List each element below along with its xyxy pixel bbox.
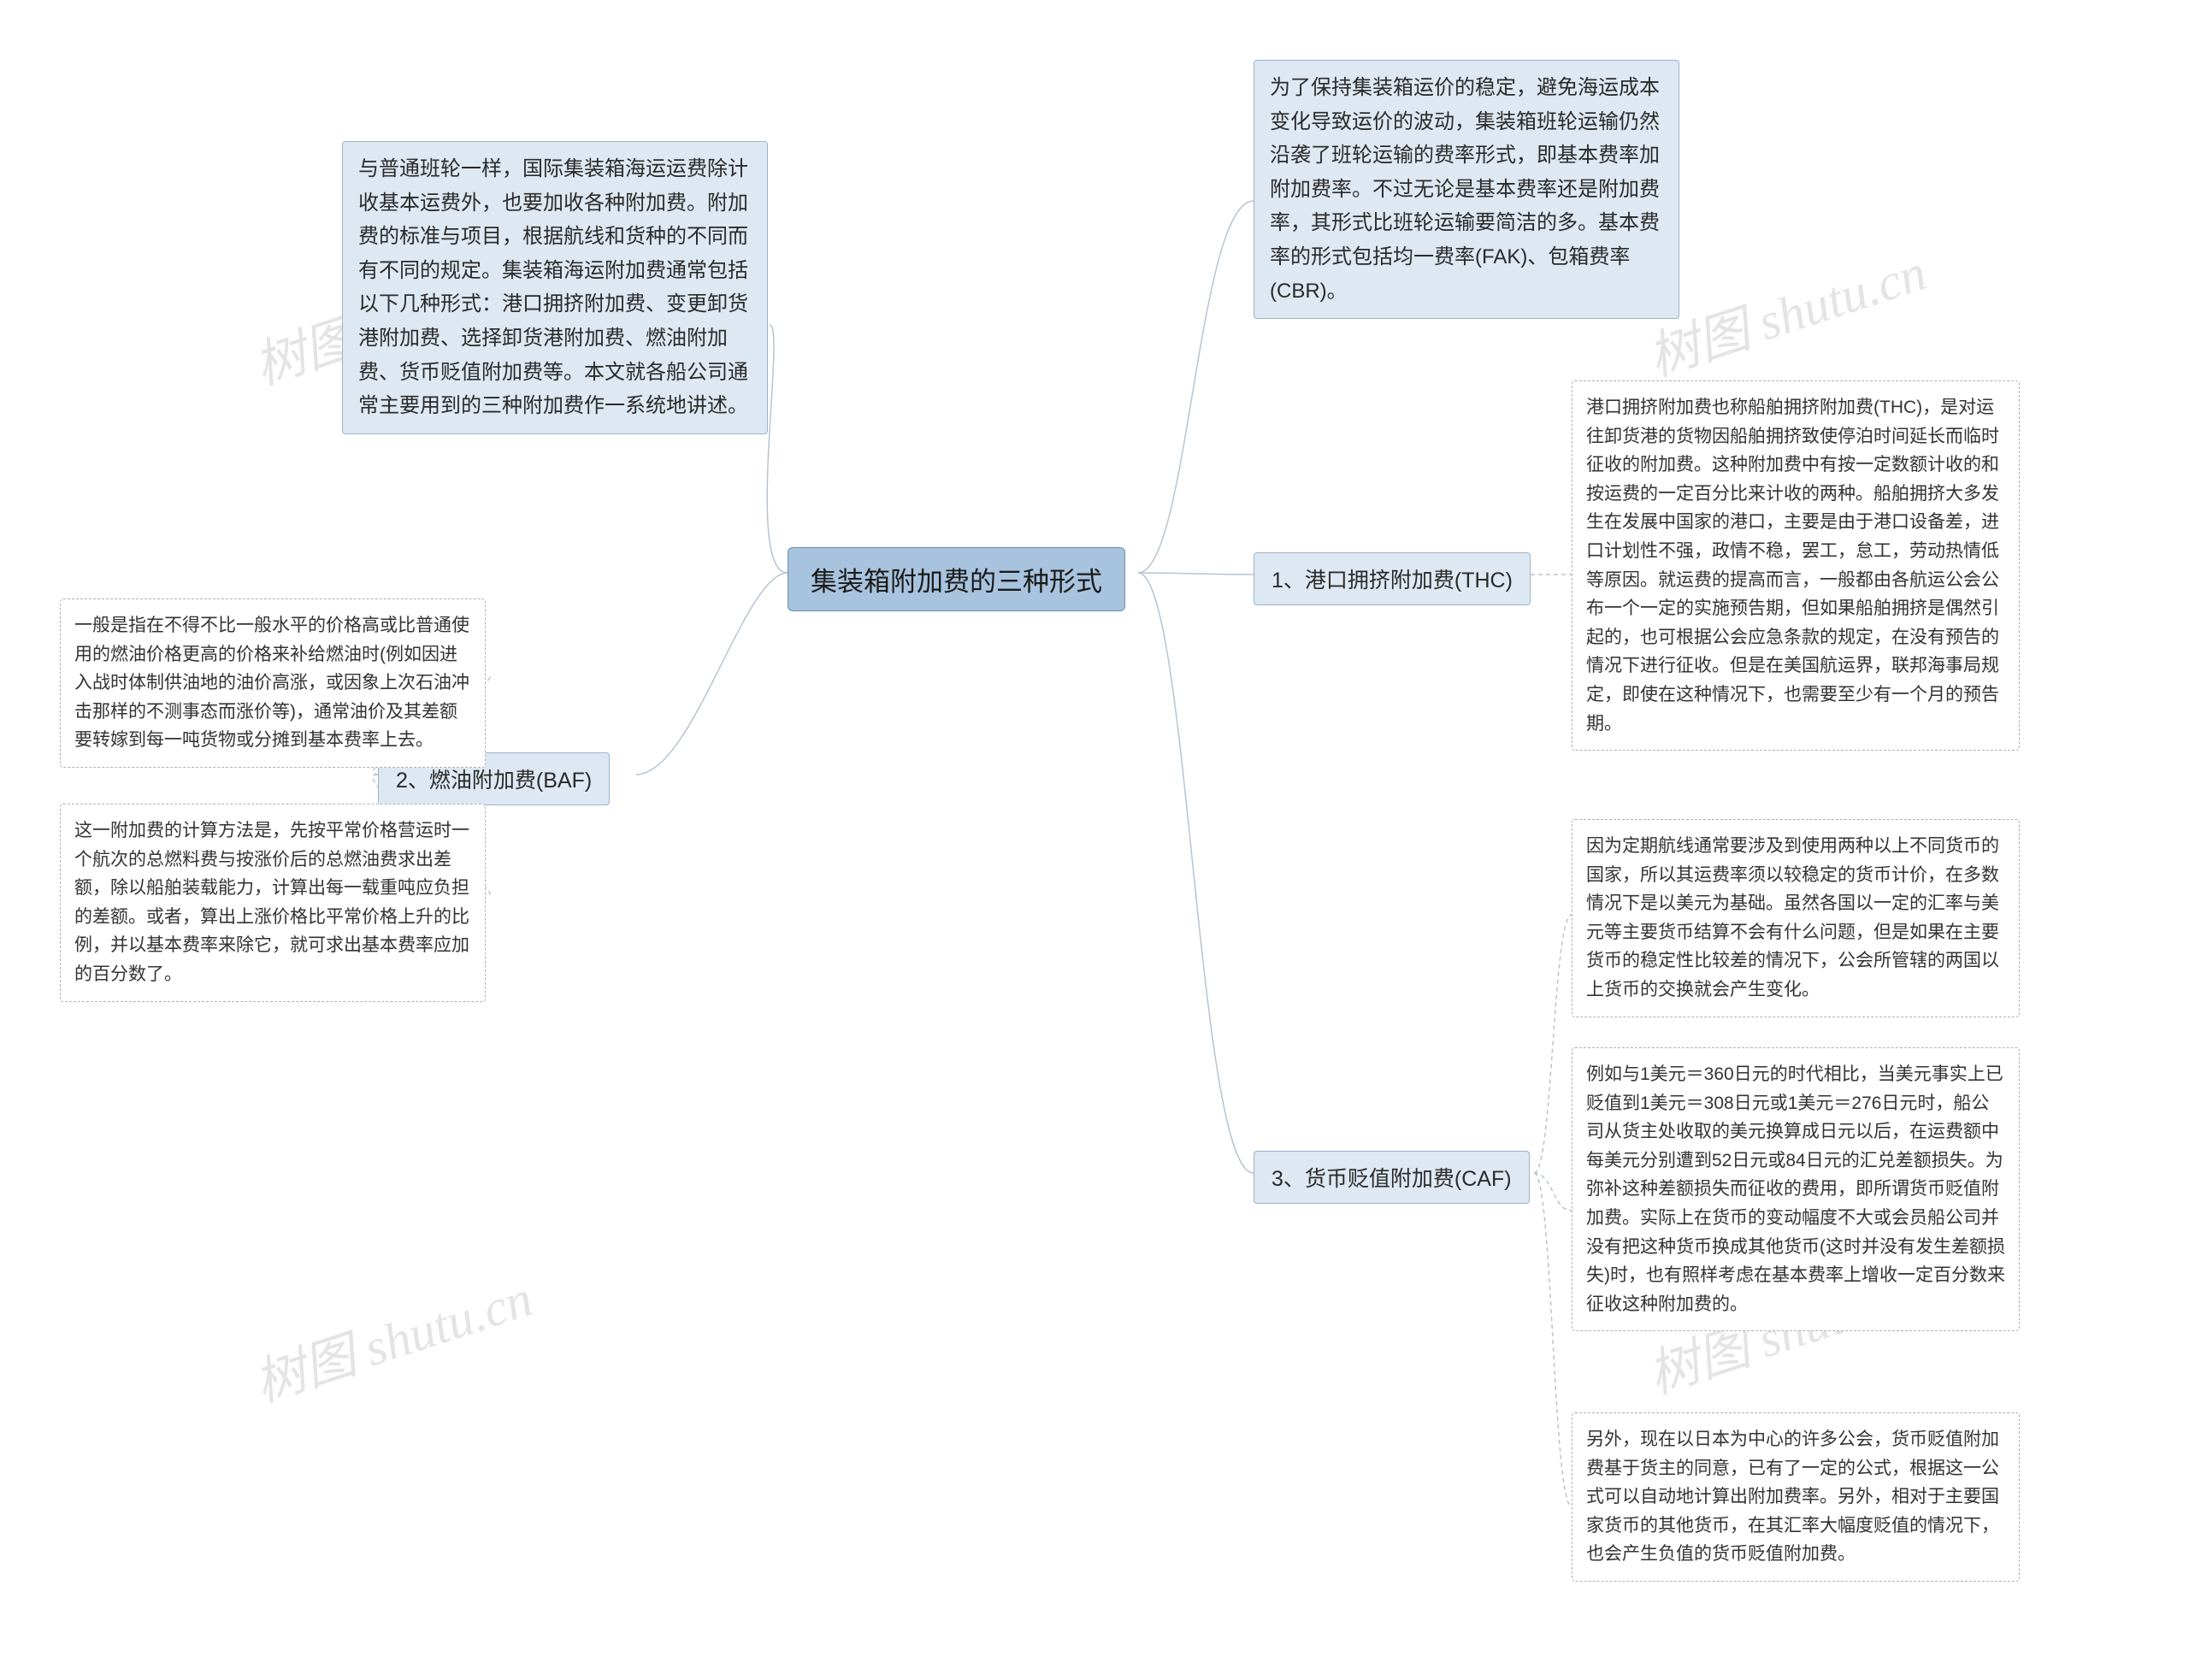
right-3-title-label: 3、货币贬值附加费(CAF) — [1272, 1167, 1512, 1191]
right-1-text-content: 港口拥挤附加费也称船舶拥挤附加费(THC)，是对运往卸货港的货物因船舶拥挤致使停… — [1586, 398, 1999, 734]
watermark: 树图 shutu.cn — [244, 1257, 540, 1417]
center-node-label: 集装箱附加费的三种形式 — [811, 567, 1102, 597]
intro-left-node[interactable]: 与普通班轮一样，国际集装箱海运运费除计收基本运费外，也要加收各种附加费。附加费的… — [342, 141, 768, 434]
right-3-child-2-text: 另外，现在以日本为中心的许多公会，货币贬值附加费基于货主的同意，已有了一定的公式… — [1586, 1429, 1999, 1564]
watermark: 树图 shutu.cn — [1637, 231, 1934, 391]
right-3-child-0-text: 因为定期航线通常要涉及到使用两种以上不同货币的国家，所以其运费率须以较稳定的货币… — [1586, 836, 1999, 999]
right-3-child-0[interactable]: 因为定期航线通常要涉及到使用两种以上不同货币的国家，所以其运费率须以较稳定的货币… — [1572, 819, 2020, 1017]
right-3-title[interactable]: 3、货币贬值附加费(CAF) — [1254, 1151, 1530, 1204]
right-1-title-label: 1、港口拥挤附加费(THC) — [1272, 569, 1513, 592]
left-child-1[interactable]: 这一附加费的计算方法是，先按平常价格营运时一个航次的总燃料费与按涨价后的总燃油费… — [60, 804, 486, 1002]
left-child-1-text: 这一附加费的计算方法是，先按平常价格营运时一个航次的总燃料费与按涨价后的总燃油费… — [74, 821, 469, 984]
right-1-text[interactable]: 港口拥挤附加费也称船舶拥挤附加费(THC)，是对运往卸货港的货物因船舶拥挤致使停… — [1572, 380, 2020, 751]
right-3-child-2[interactable]: 另外，现在以日本为中心的许多公会，货币贬值附加费基于货主的同意，已有了一定的公式… — [1572, 1412, 2020, 1582]
right-1-title[interactable]: 1、港口拥挤附加费(THC) — [1254, 552, 1531, 605]
intro-right-node[interactable]: 为了保持集装箱运价的稳定，避免海运成本变化导致运价的波动，集装箱班轮运输仍然沿袭… — [1254, 60, 1679, 319]
intro-right-text: 为了保持集装箱运价的稳定，避免海运成本变化导致运价的波动，集装箱班轮运输仍然沿袭… — [1270, 76, 1660, 303]
right-3-child-1-text: 例如与1美元＝360日元的时代相比，当美元事实上已贬值到1美元＝308日元或1美… — [1586, 1064, 2005, 1314]
left-child-0-text: 一般是指在不得不比一般水平的价格高或比普通使用的燃油价格更高的价格来补给燃油时(… — [74, 616, 469, 750]
intro-left-text: 与普通班轮一样，国际集装箱海运运费除计收基本运费外，也要加收各种附加费。附加费的… — [358, 157, 748, 417]
left-child-0[interactable]: 一般是指在不得不比一般水平的价格高或比普通使用的燃油价格更高的价格来补给燃油时(… — [60, 598, 486, 768]
right-3-child-1[interactable]: 例如与1美元＝360日元的时代相比，当美元事实上已贬值到1美元＝308日元或1美… — [1572, 1047, 2020, 1331]
left-branch-title-label: 2、燃油附加费(BAF) — [396, 769, 592, 793]
center-node[interactable]: 集装箱附加费的三种形式 — [788, 547, 1125, 611]
